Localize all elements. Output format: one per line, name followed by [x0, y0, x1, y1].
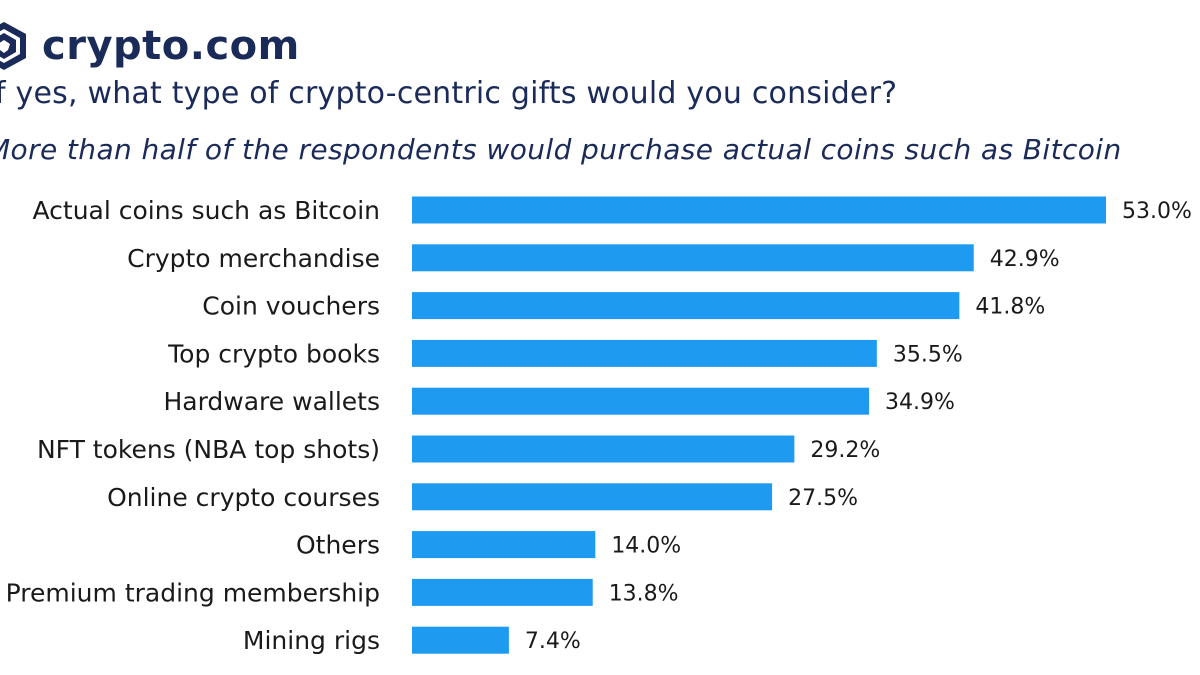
value-label: 41.8% [975, 295, 1045, 320]
category-label: Actual coins such as Bitcoin [33, 196, 381, 225]
chart-subtitle: More than half of the respondents would … [0, 133, 1122, 166]
category-label: Online crypto courses [107, 483, 380, 512]
category-label: Premium trading membership [6, 578, 380, 607]
category-label: Crypto merchandise [127, 244, 380, 273]
value-label: 29.2% [810, 438, 880, 463]
bar [412, 387, 869, 415]
value-label: 53.0% [1122, 199, 1192, 224]
category-label: Hardware wallets [163, 387, 380, 416]
value-label: 34.9% [885, 390, 955, 415]
value-label: 7.4% [525, 629, 581, 654]
category-label: Others [296, 531, 380, 560]
bar [412, 196, 1106, 224]
bar [412, 435, 795, 463]
category-label: Mining rigs [243, 626, 380, 655]
bar [412, 292, 960, 320]
chart-title: If yes, what type of crypto-centric gift… [0, 76, 898, 111]
bar [412, 483, 773, 511]
brand-name: crypto.com [42, 23, 300, 69]
bar [412, 531, 596, 559]
category-label: NFT tokens (NBA top shots) [37, 435, 380, 464]
value-label: 35.5% [893, 342, 963, 367]
category-label: Top crypto books [167, 339, 380, 368]
value-label: 13.8% [609, 581, 679, 606]
bar [412, 626, 509, 654]
bar [412, 578, 593, 606]
bar [412, 244, 974, 272]
bar [412, 339, 877, 367]
crypto-lion-icon [0, 22, 26, 70]
value-label: 27.5% [788, 486, 858, 511]
category-label: Coin vouchers [202, 292, 380, 321]
value-label: 42.9% [990, 247, 1060, 272]
value-label: 14.0% [611, 534, 681, 559]
